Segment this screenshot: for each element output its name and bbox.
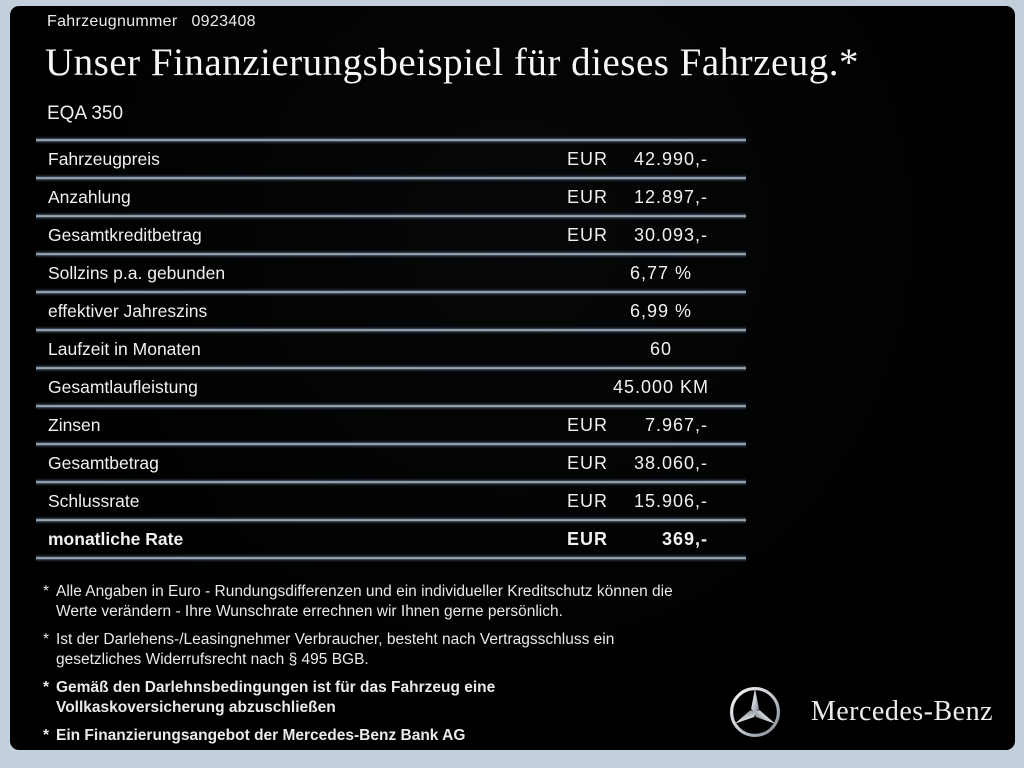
footnote-text: Ein Finanzierungsangebot der Mercedes-Be… — [56, 727, 466, 744]
footnote-marker: * — [43, 631, 50, 648]
footnote-text: Gemäß den Darlehnsbedingungen ist für da… — [56, 679, 496, 716]
table-row: effektiver Jahreszins 6,99 % — [36, 296, 746, 326]
row-label: Laufzeit in Monaten — [48, 338, 201, 359]
footnote: * Ein Finanzierungsangebot der Mercedes-B… — [43, 726, 763, 746]
row-currency: EUR — [567, 224, 609, 245]
table-row: Schlussrate EUR 15.906,- — [36, 486, 746, 516]
row-separator — [36, 554, 746, 562]
row-label: Fahrzeugpreis — [48, 148, 160, 169]
row-separator — [36, 212, 746, 220]
row-currency: EUR — [567, 148, 609, 169]
footnote-marker: * — [43, 583, 50, 600]
row-separator — [36, 402, 746, 410]
row-value: 7.967,- — [644, 414, 708, 435]
finance-sheet: Fahrzeugnummer 0923408 Unser Finanzierung… — [10, 6, 1015, 750]
row-currency: EUR — [567, 186, 609, 207]
vehicle-number-label: Fahrzeugnummer — [47, 13, 178, 30]
row-label: Schlussrate — [48, 490, 140, 511]
footnote-marker: * — [43, 679, 50, 696]
footnote-marker: * — [43, 727, 50, 744]
finance-table: Fahrzeugpreis EUR 42.990,- Anzahlung EUR 12.8… — [36, 136, 746, 562]
table-row: Anzahlung EUR 12.897,- — [36, 182, 746, 212]
row-label: Zinsen — [48, 414, 101, 435]
row-currency: EUR — [567, 528, 609, 549]
table-row: Gesamtkreditbetrag EUR 30.093,- — [36, 220, 746, 250]
row-separator — [36, 174, 746, 182]
row-separator — [36, 440, 746, 448]
row-label: Sollzins p.a. gebunden — [48, 262, 226, 283]
row-label: monatliche Rate — [48, 528, 184, 549]
vehicle-number-row: Fahrzeugnummer 0923408 — [10, 6, 1015, 33]
row-value: 12.897,- — [633, 186, 708, 207]
row-separator — [36, 364, 746, 372]
row-value: 38.060,- — [633, 452, 708, 473]
row-separator — [36, 250, 746, 258]
table-row: Sollzins p.a. gebunden 6,77 % — [36, 258, 746, 288]
row-currency: EUR — [567, 452, 609, 473]
row-value: 369,- — [661, 528, 708, 549]
footnote: * Alle Angaben in Euro - Rundungsdifferen… — [43, 582, 763, 622]
row-label: Gesamtkreditbetrag — [48, 224, 202, 245]
row-currency: EUR — [567, 414, 609, 435]
page-title: Unser Finanzierungsbeispiel für dieses F… — [45, 41, 860, 84]
table-row: Gesamtbetrag EUR 38.060,- — [36, 448, 746, 478]
row-currency: EUR — [567, 490, 609, 511]
row-label: Anzahlung — [48, 186, 131, 207]
brand-logo: Mercedes-Benz — [729, 686, 993, 738]
row-value: 6,99 % — [629, 300, 693, 321]
row-value: 45.000 KM — [612, 376, 710, 397]
footnotes: * Alle Angaben in Euro - Rundungsdifferen… — [43, 582, 763, 746]
brand-wordmark: Mercedes-Benz — [810, 696, 993, 727]
vehicle-model: EQA 350 — [47, 103, 124, 124]
footnote-text: Ist der Darlehens-/Leasingnehmer Verbrau… — [56, 631, 615, 668]
footnote: * Gemäß den Darlehnsbedingungen ist für d… — [43, 678, 763, 718]
table-row: Gesamtlaufleistung 45.000 KM — [36, 372, 746, 402]
row-separator — [36, 326, 746, 334]
row-label: Gesamtbetrag — [48, 452, 159, 473]
row-separator — [36, 516, 746, 524]
table-row: Laufzeit in Monaten 60 — [36, 334, 746, 364]
row-separator — [36, 288, 746, 296]
row-value: 15.906,- — [633, 490, 708, 511]
mercedes-star-icon — [729, 687, 780, 737]
footnote: * Ist der Darlehens-/Leasingnehmer Verbra… — [43, 630, 763, 670]
footnote-text: Alle Angaben in Euro - Rundungsdifferenz… — [56, 583, 673, 620]
table-row: Fahrzeugpreis EUR 42.990,- — [36, 144, 746, 174]
row-value: 30.093,- — [633, 224, 708, 245]
row-value: 6,77 % — [629, 262, 693, 283]
row-value: 42.990,- — [633, 148, 708, 169]
row-separator — [36, 136, 746, 144]
table-row: Zinsen EUR 7.967,- — [36, 410, 746, 440]
row-label: effektiver Jahreszins — [48, 300, 208, 321]
row-label: Gesamtlaufleistung — [48, 376, 198, 397]
row-value: 60 — [649, 338, 673, 359]
table-row: monatliche Rate EUR 369,- — [36, 524, 746, 554]
row-separator — [36, 478, 746, 486]
vehicle-number-value: 0923408 — [191, 13, 256, 30]
